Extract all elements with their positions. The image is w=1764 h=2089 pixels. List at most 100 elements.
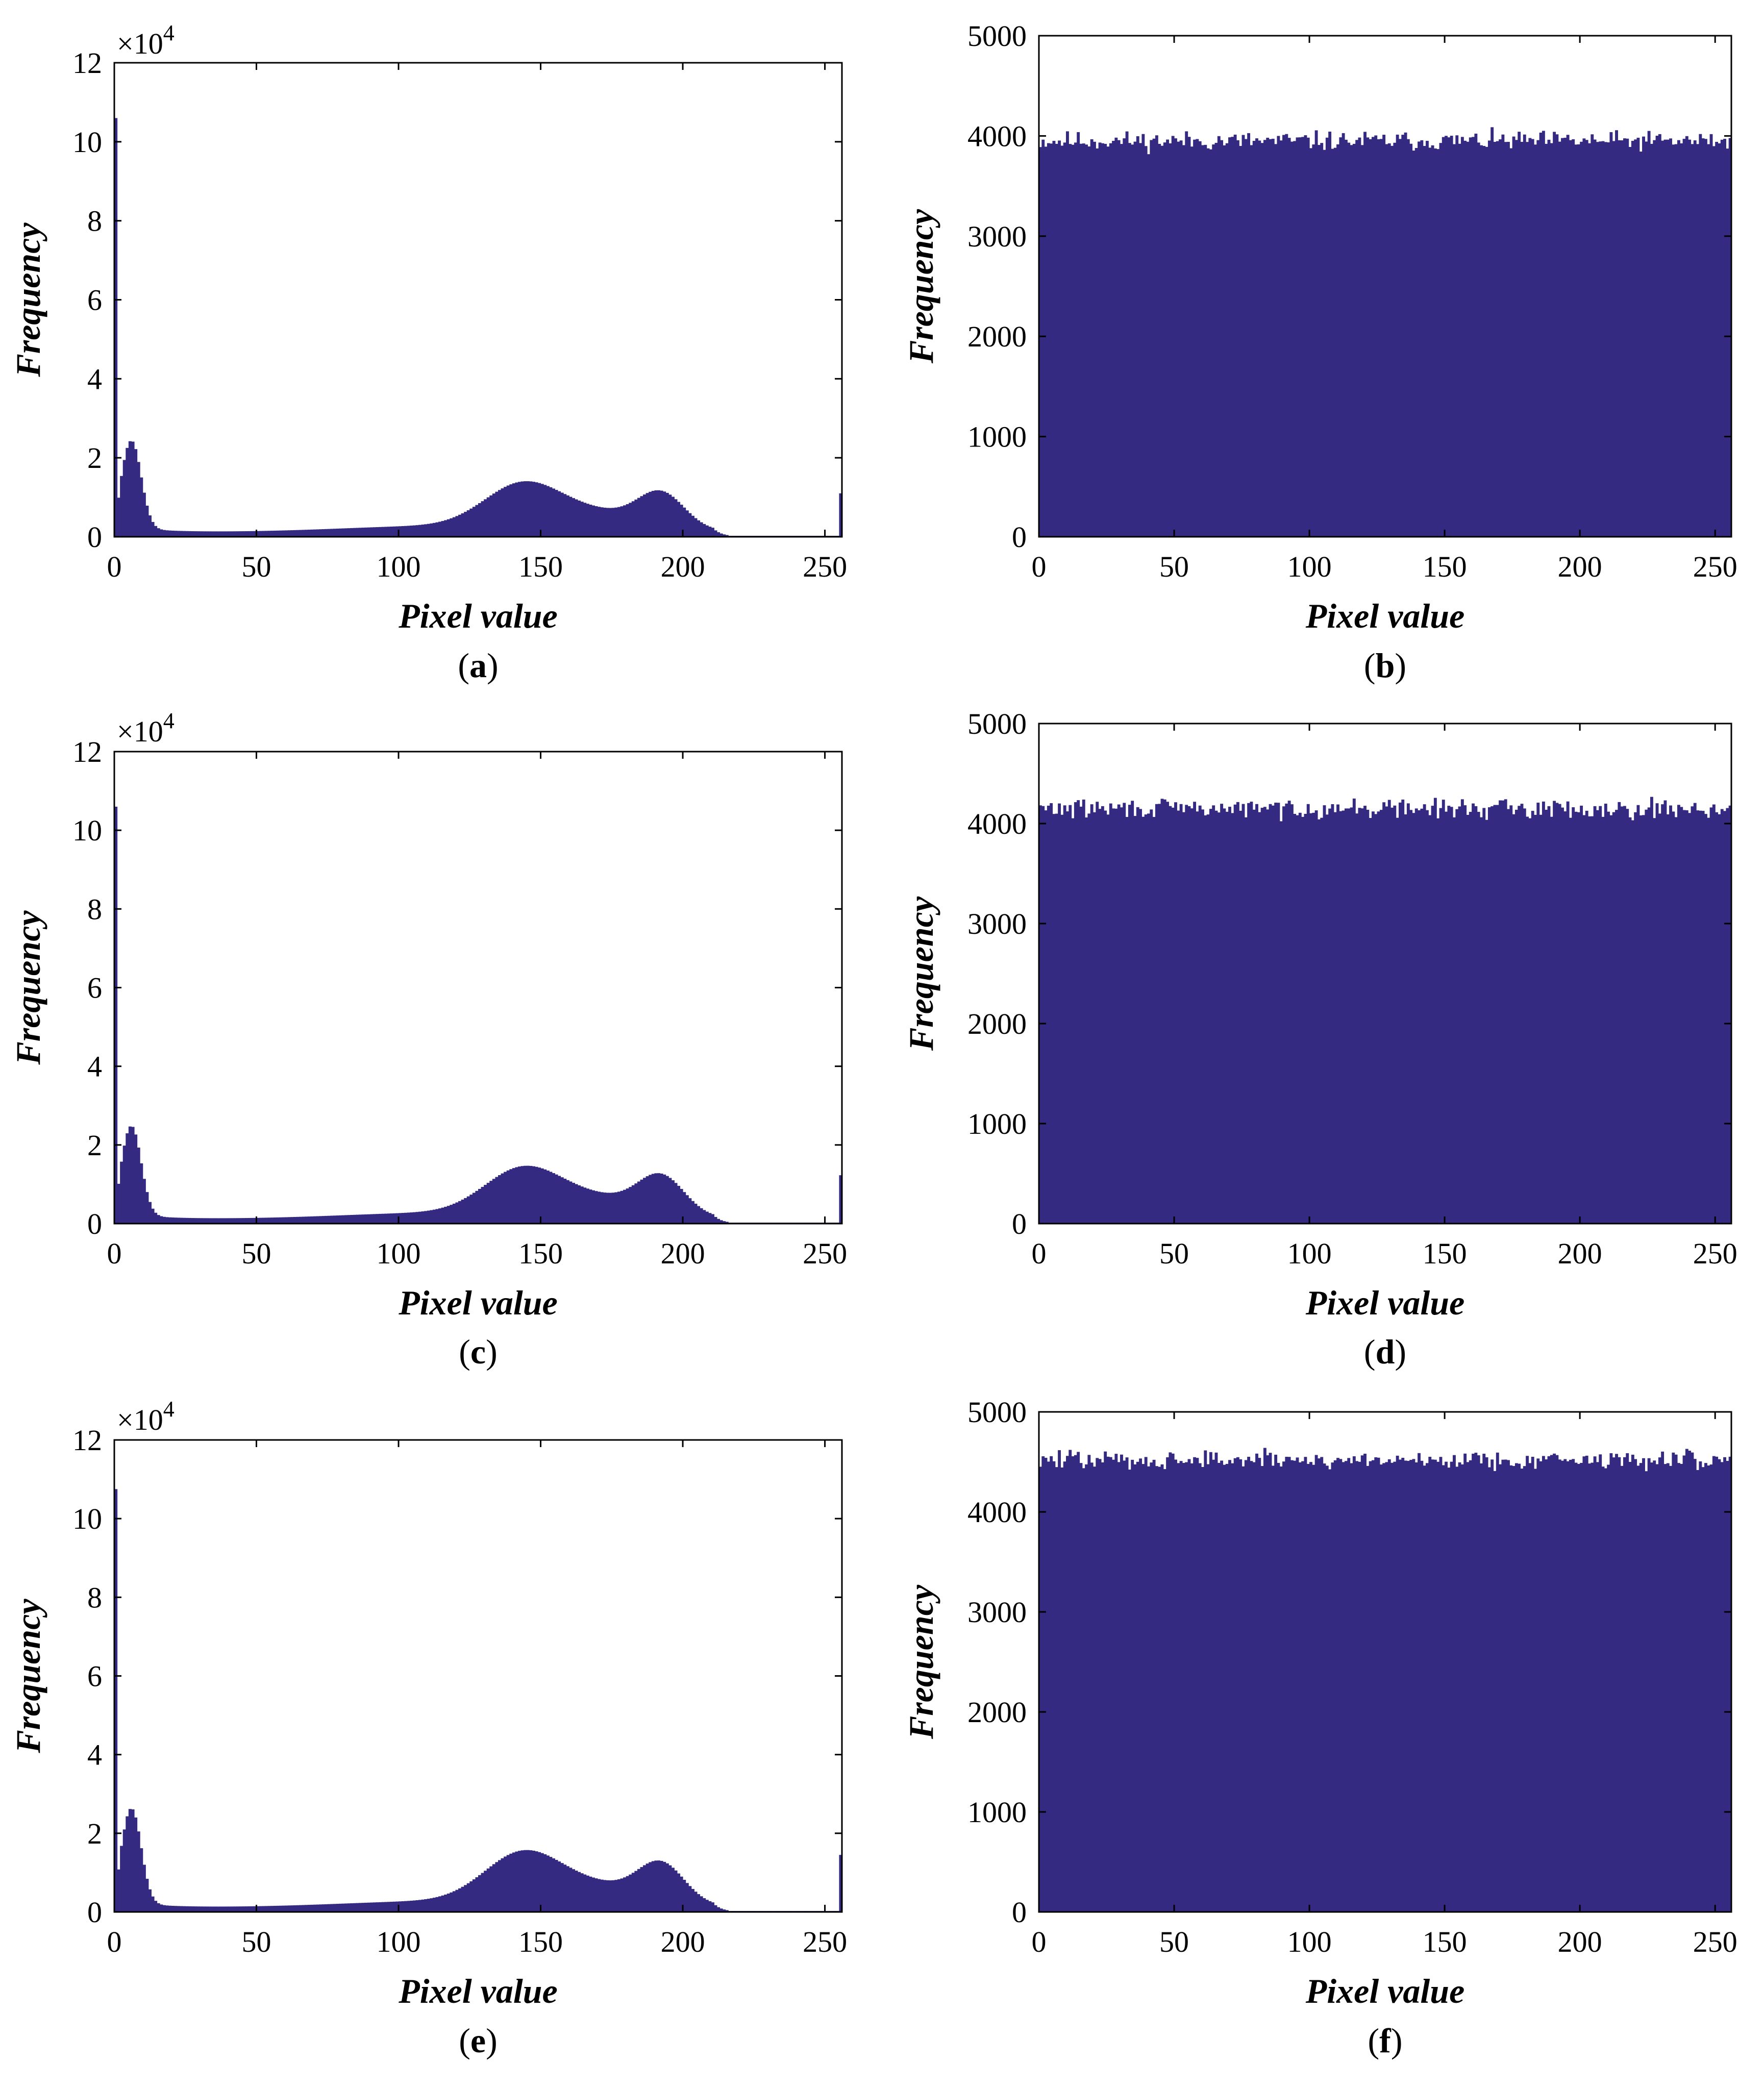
bar bbox=[1507, 809, 1510, 1224]
bar bbox=[1499, 1464, 1502, 1912]
bar bbox=[703, 1210, 706, 1224]
exponent-base: ×10 bbox=[117, 1403, 163, 1436]
bar bbox=[1423, 1465, 1426, 1912]
bar bbox=[1514, 140, 1518, 537]
bar bbox=[1133, 1464, 1137, 1912]
bar bbox=[370, 1902, 374, 1912]
bar bbox=[1114, 808, 1118, 1224]
y-tick-label: 10 bbox=[72, 126, 102, 159]
bar bbox=[1187, 137, 1191, 537]
bar bbox=[1117, 1462, 1121, 1912]
bar bbox=[589, 505, 592, 537]
bar bbox=[128, 441, 132, 537]
bar bbox=[350, 1215, 354, 1224]
bar bbox=[1355, 813, 1359, 1224]
bar bbox=[626, 1188, 629, 1224]
bar bbox=[412, 525, 416, 537]
panel-b: 0 50 100 150 200 250010002000300040005000Pixe… bbox=[902, 19, 1737, 685]
bar bbox=[555, 490, 558, 537]
bar bbox=[458, 1888, 462, 1912]
bar bbox=[1139, 1458, 1142, 1912]
bar bbox=[279, 1905, 283, 1912]
caption-open: ( bbox=[1364, 646, 1376, 685]
bar bbox=[273, 1217, 277, 1224]
bar bbox=[1336, 1458, 1339, 1912]
bar bbox=[1428, 1457, 1432, 1912]
bar bbox=[157, 1903, 160, 1912]
bar bbox=[1545, 143, 1548, 537]
y-tick-label: 3000 bbox=[967, 1596, 1027, 1629]
bar bbox=[1596, 1462, 1599, 1912]
bar bbox=[694, 1892, 698, 1912]
panel-d: 0 50 100 150 200 250010002000300040005000Pixe… bbox=[902, 707, 1737, 1371]
bar bbox=[472, 1192, 476, 1224]
bar bbox=[1125, 1457, 1129, 1912]
y-tick-label: 0 bbox=[87, 1207, 102, 1240]
y-axis-label: Frequency bbox=[9, 222, 47, 378]
y-axis-label: Frequency bbox=[902, 209, 940, 364]
bar bbox=[1314, 810, 1318, 1224]
bar bbox=[1179, 804, 1183, 1224]
bar bbox=[643, 494, 647, 537]
bar bbox=[1504, 799, 1507, 1224]
bar bbox=[1206, 814, 1210, 1224]
bar bbox=[517, 482, 521, 537]
bar bbox=[381, 527, 385, 537]
bar bbox=[1050, 143, 1053, 537]
bar bbox=[1618, 140, 1621, 537]
bar bbox=[333, 1904, 337, 1912]
bar bbox=[1445, 1461, 1448, 1912]
bar bbox=[1545, 1459, 1548, 1912]
bar bbox=[1066, 131, 1069, 537]
bar bbox=[1669, 138, 1672, 537]
bar bbox=[1518, 1463, 1521, 1912]
bar bbox=[629, 503, 632, 537]
bar bbox=[1642, 1458, 1645, 1912]
bar bbox=[415, 525, 419, 537]
bar bbox=[1223, 1464, 1226, 1912]
bar bbox=[1309, 1462, 1312, 1912]
bar bbox=[1233, 1458, 1237, 1912]
bar bbox=[1252, 1462, 1256, 1912]
bar bbox=[1041, 806, 1045, 1224]
bar bbox=[231, 1906, 234, 1912]
bar bbox=[839, 1855, 842, 1912]
caption-open: ( bbox=[1368, 2021, 1380, 2060]
bar bbox=[1390, 145, 1394, 537]
bar bbox=[839, 493, 842, 537]
x-tick-label: 50 bbox=[1159, 1237, 1189, 1270]
bar bbox=[1171, 136, 1175, 537]
bar bbox=[1387, 143, 1391, 537]
bar bbox=[501, 1858, 504, 1912]
bar bbox=[1136, 807, 1139, 1224]
bar bbox=[336, 528, 339, 537]
bar bbox=[1279, 821, 1283, 1224]
axes-frame bbox=[1038, 35, 1732, 538]
bar bbox=[1545, 809, 1548, 1224]
bar bbox=[555, 1174, 558, 1224]
bar bbox=[353, 1903, 357, 1912]
bar bbox=[1563, 1459, 1567, 1912]
bar bbox=[1071, 1456, 1075, 1912]
bar bbox=[481, 1873, 484, 1912]
bar bbox=[1566, 1461, 1570, 1912]
bar bbox=[1385, 1462, 1388, 1912]
bar bbox=[401, 1213, 405, 1224]
bar bbox=[427, 1899, 430, 1912]
bar bbox=[1098, 809, 1102, 1224]
bar bbox=[1071, 818, 1075, 1224]
y-tick-label: 12 bbox=[72, 735, 102, 768]
bar bbox=[376, 1214, 379, 1224]
panel-caption: (e) bbox=[459, 2021, 498, 2060]
bar bbox=[1071, 144, 1075, 537]
bar bbox=[1096, 148, 1099, 537]
bar bbox=[677, 1873, 681, 1912]
bar bbox=[691, 1888, 694, 1912]
bar bbox=[540, 1168, 544, 1224]
bar bbox=[1166, 802, 1170, 1224]
bar bbox=[302, 530, 305, 537]
bar bbox=[1631, 820, 1634, 1224]
bar bbox=[506, 1855, 510, 1912]
bar bbox=[1101, 143, 1104, 537]
bar bbox=[307, 1905, 311, 1912]
